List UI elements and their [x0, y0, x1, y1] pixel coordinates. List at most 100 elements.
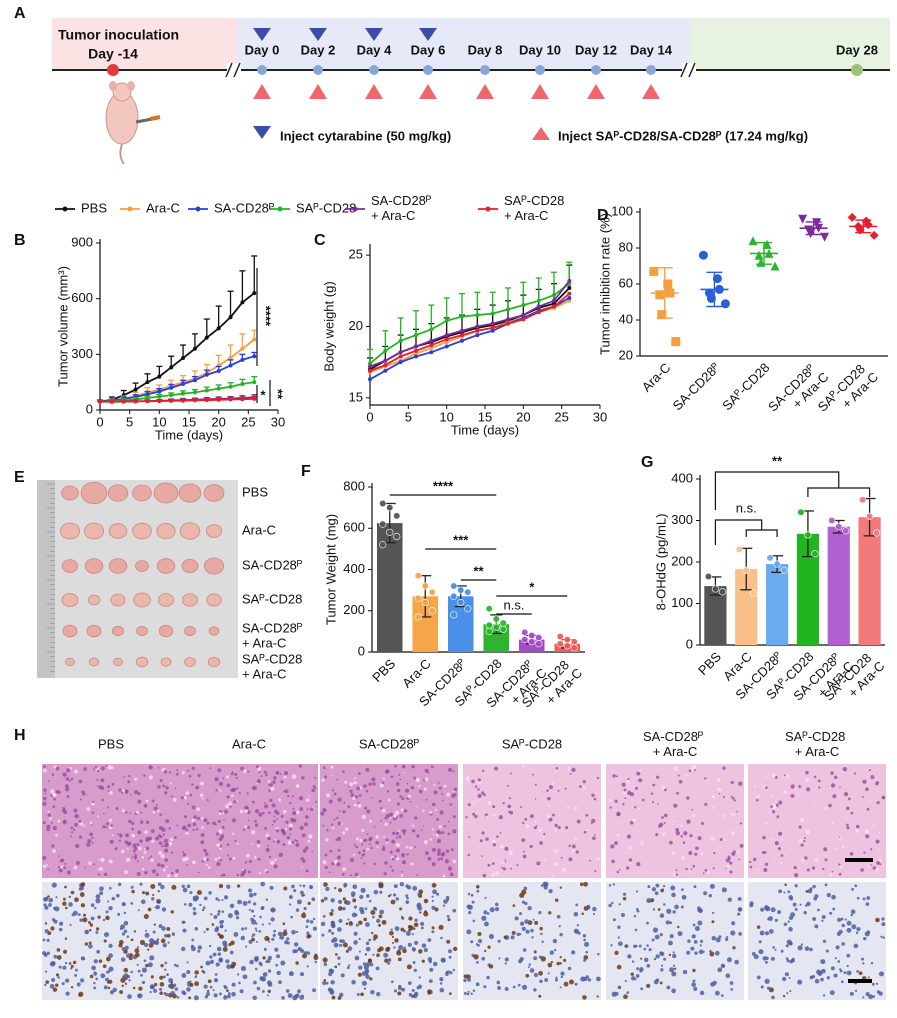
he-texture	[52, 805, 56, 809]
he-texture	[304, 822, 309, 827]
ihc-texture	[207, 979, 212, 984]
ihc-texture	[46, 951, 50, 955]
ihc-texture	[768, 916, 773, 921]
ihc-texture	[89, 923, 94, 927]
ihc-texture	[301, 994, 304, 997]
ihc-texture	[87, 921, 91, 924]
day-marker	[646, 65, 656, 75]
ihc-texture	[278, 980, 282, 985]
he-texture	[436, 839, 442, 844]
ihc-texture	[226, 994, 231, 999]
ihc-texture	[237, 899, 242, 905]
he-texture	[349, 782, 354, 787]
he-texture	[162, 833, 165, 836]
ihc-texture	[428, 960, 432, 964]
ihc-texture	[711, 936, 717, 941]
ihc-texture	[141, 967, 147, 973]
he-texture	[291, 840, 295, 844]
point	[252, 291, 257, 296]
ihc-texture	[186, 961, 189, 964]
ihc-texture	[668, 953, 672, 957]
ihc-texture	[805, 890, 809, 893]
ihc-texture	[121, 932, 126, 936]
ihc-texture	[407, 942, 412, 947]
ihc-texture	[691, 934, 696, 939]
bar	[704, 586, 727, 645]
he-texture	[342, 867, 347, 872]
ihc-texture	[197, 945, 202, 950]
he-texture	[870, 864, 873, 866]
he-texture	[390, 775, 394, 779]
column-label: PBS	[98, 736, 124, 751]
ihc-texture	[768, 929, 774, 934]
he-texture	[86, 807, 91, 811]
ihc-texture	[123, 911, 127, 915]
ihc-texture	[521, 900, 525, 904]
ihc-texture	[365, 922, 370, 927]
he-texture	[159, 779, 163, 782]
ihc-texture	[527, 905, 532, 911]
ihc-texture	[147, 948, 150, 951]
he-texture	[283, 771, 289, 776]
he-texture	[626, 780, 630, 784]
ihc-texture	[342, 897, 347, 901]
day-marker	[480, 65, 490, 75]
ihc-texture	[660, 968, 664, 972]
he-texture	[341, 872, 345, 876]
ihc-texture	[576, 924, 579, 927]
ihc-texture	[56, 948, 61, 952]
ihc-texture	[446, 939, 451, 944]
he-texture	[624, 797, 627, 800]
he-texture	[359, 838, 363, 843]
he-texture	[411, 824, 415, 828]
ihc-texture	[787, 920, 790, 923]
ihc-texture	[248, 939, 253, 944]
he-texture	[622, 802, 625, 806]
he-texture	[191, 783, 194, 786]
he-texture	[328, 799, 333, 804]
he-texture	[131, 833, 135, 838]
he-texture	[124, 870, 129, 875]
he-texture	[398, 773, 401, 776]
tumor	[59, 522, 81, 540]
ihc-texture	[370, 990, 375, 995]
he-texture	[364, 838, 368, 842]
he-texture	[295, 810, 300, 815]
ihc-texture	[571, 950, 576, 955]
ihc-texture	[80, 886, 85, 890]
ihc-texture	[82, 957, 86, 961]
he-texture	[108, 859, 113, 864]
he-texture	[441, 851, 446, 856]
he-texture	[551, 874, 554, 877]
point	[460, 314, 464, 319]
ihc-texture	[418, 889, 424, 895]
ihc-texture	[527, 965, 530, 968]
ihc-texture	[663, 885, 666, 888]
ihc-texture	[253, 902, 257, 906]
ihc-texture	[533, 950, 537, 954]
ihc-texture	[303, 906, 307, 911]
tumor	[206, 593, 222, 607]
he-texture	[217, 819, 221, 823]
he-texture	[733, 813, 736, 817]
he-texture	[308, 834, 313, 839]
he-texture	[554, 849, 559, 854]
he-texture	[739, 822, 743, 825]
he-texture	[854, 828, 859, 833]
series-line	[99, 292, 255, 403]
he-texture	[722, 796, 725, 799]
he-texture	[447, 832, 451, 836]
ihc-texture	[809, 947, 813, 952]
ihc-texture	[698, 949, 704, 955]
he-texture	[349, 874, 352, 877]
ihc-texture	[431, 895, 434, 898]
he-texture	[262, 811, 265, 815]
day-marker	[423, 65, 433, 75]
ihc-texture	[737, 912, 741, 916]
ihc-texture	[166, 926, 171, 931]
phase-bg	[52, 18, 237, 70]
point	[567, 298, 572, 303]
ihc-texture	[337, 962, 341, 966]
ihc-texture	[337, 899, 343, 904]
